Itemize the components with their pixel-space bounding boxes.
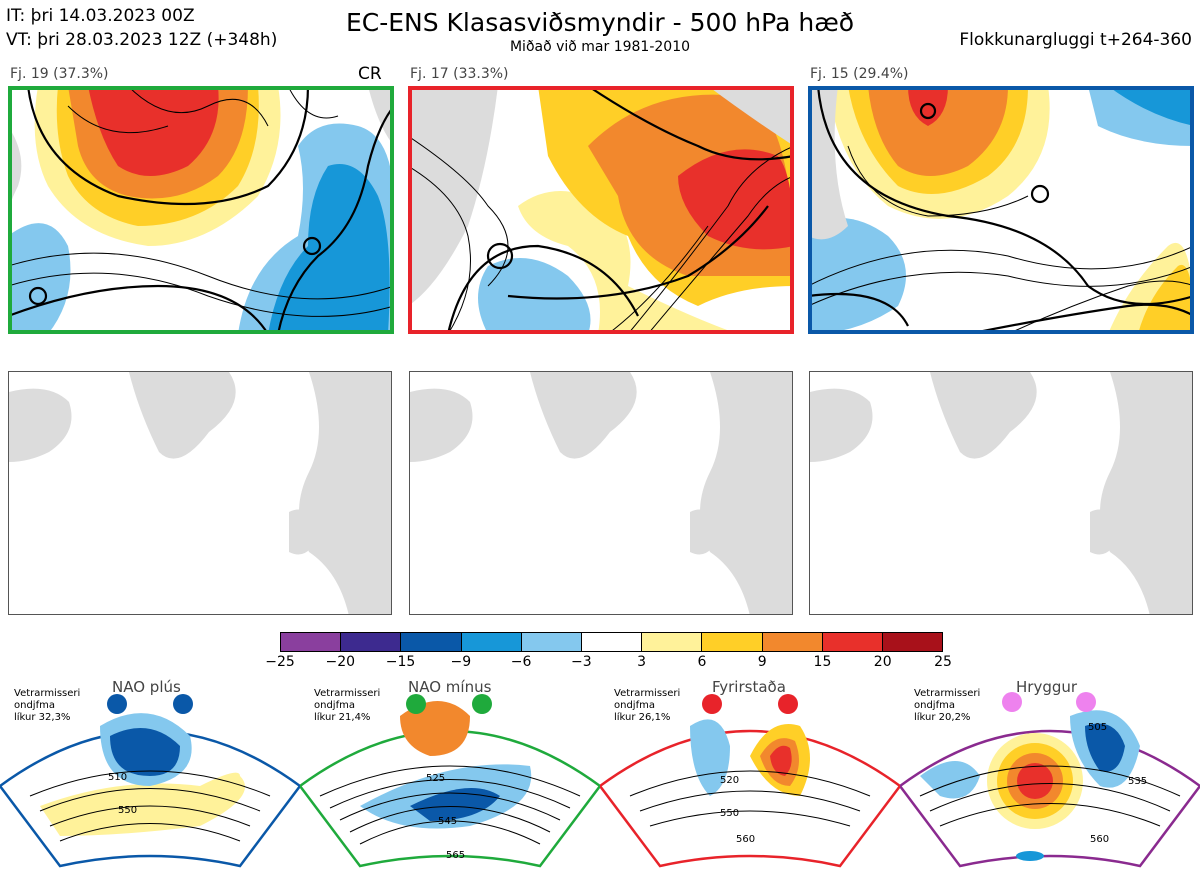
regime-contour-label: 545 xyxy=(438,816,457,827)
colorbar-swatch xyxy=(762,633,823,651)
colorbar-tick-label: −6 xyxy=(510,654,532,670)
regime-name: NAO plús xyxy=(112,678,181,696)
colorbar-ticks: −25 −20 −15 −9 −6 −3 3 6 9 15 20 25 xyxy=(260,654,963,674)
regime-nao-minus: 525 545 565 Vetrarmisseri ondjfma líkur 21… xyxy=(300,678,600,871)
colorbar-tick-label: 20 xyxy=(873,654,892,670)
colorbar-tick-label: −25 xyxy=(265,654,295,670)
colorbar-tick-label: −15 xyxy=(385,654,416,670)
colorbar-tick-label: 3 xyxy=(637,654,647,670)
colorbar-swatch xyxy=(281,633,342,651)
regime-marker xyxy=(778,694,798,714)
regime-contour-label: 525 xyxy=(426,773,445,784)
cluster-map-3 xyxy=(808,86,1194,334)
regime-contour-label: 535 xyxy=(1128,776,1147,787)
colorbar-swatch xyxy=(401,633,462,651)
regime-marker xyxy=(472,694,492,714)
regime-name: NAO mínus xyxy=(408,678,492,696)
regime-marker xyxy=(173,694,193,714)
colorbar-tick-label: 6 xyxy=(697,654,707,670)
regime-marker xyxy=(1076,692,1096,712)
reference-map-3 xyxy=(809,371,1193,615)
colorbar-tick-label: 9 xyxy=(757,654,767,670)
reference-map-1 xyxy=(8,371,392,615)
cluster-2-label: Fj. 17 (33.3%) xyxy=(410,66,509,82)
colorbar-swatch xyxy=(822,633,883,651)
regime-contour-label: 510 xyxy=(108,772,127,783)
regime-note: Vetrarmisseri ondjfma líkur 26,1% xyxy=(614,688,681,723)
regime-marker xyxy=(1002,692,1022,712)
regime-contour-label: 520 xyxy=(720,775,739,786)
colorbar-swatch xyxy=(461,633,522,651)
colorbar-tick-label: −3 xyxy=(571,654,592,670)
regime-marker xyxy=(406,694,426,714)
run-info: IT: þri 14.03.2023 00Z VT: þri 28.03.202… xyxy=(6,4,277,52)
colorbar-swatch xyxy=(642,633,703,651)
cr-label: CR xyxy=(358,64,382,84)
valid-time: VT: þri 28.03.2023 12Z (+348h) xyxy=(6,30,278,50)
colorbar-tick-label: 25 xyxy=(934,654,952,670)
page-title: EC-ENS Klasasviðsmyndir - 500 hPa hæð xyxy=(345,8,855,37)
regime-nao-plus: 510 550 Vetrarmisseri ondjfma líkur 32,3% … xyxy=(0,678,300,871)
colorbar-swatch xyxy=(882,633,943,651)
cluster-map-1 xyxy=(8,86,394,334)
regime-contour-label: 565 xyxy=(446,850,465,861)
colorbar-tick-label: −9 xyxy=(450,654,472,670)
regime-ridge: 505 535 560 Vetrarmisseri ondjfma líkur 20… xyxy=(900,678,1200,871)
cluster-1-label: Fj. 19 (37.3%) xyxy=(10,66,109,82)
regime-marker xyxy=(702,694,722,714)
regime-note: Vetrarmisseri ondjfma líkur 32,3% xyxy=(14,688,81,723)
regime-note: Vetrarmisseri ondjfma líkur 20,2% xyxy=(914,688,981,723)
regime-name: Fyrirstaða xyxy=(712,678,786,696)
regime-contour-label: 560 xyxy=(1090,834,1109,845)
colorbar-swatch xyxy=(341,633,402,651)
colorbar-swatch xyxy=(702,633,763,651)
regime-contour-label: 550 xyxy=(118,805,137,816)
colorbar-swatch xyxy=(521,633,582,651)
reference-map-2 xyxy=(409,371,793,615)
colorbar-tick-label: −20 xyxy=(325,654,356,670)
regime-contour-label: 505 xyxy=(1088,722,1107,733)
regime-marker xyxy=(107,694,127,714)
regime-blocking: 520 550 560 Vetrarmisseri ondjfma líkur 26… xyxy=(600,678,900,871)
cluster-map-2 xyxy=(408,86,794,334)
page-subtitle: Miðað við mar 1981-2010 xyxy=(509,39,691,55)
classification-window: Flokkunargluggi t+264-360 xyxy=(959,30,1192,50)
init-time: IT: þri 14.03.2023 00Z xyxy=(6,6,195,26)
anomaly-colorbar xyxy=(280,632,943,652)
regime-note: Vetrarmisseri ondjfma líkur 21,4% xyxy=(314,688,381,723)
regime-contour-label: 550 xyxy=(720,808,739,819)
cluster-3-label: Fj. 15 (29.4%) xyxy=(810,66,909,82)
regime-contour-label: 560 xyxy=(736,834,755,845)
regime-name: Hryggur xyxy=(1016,678,1078,696)
colorbar-tick-label: 15 xyxy=(813,654,832,670)
colorbar-swatch xyxy=(581,633,643,651)
